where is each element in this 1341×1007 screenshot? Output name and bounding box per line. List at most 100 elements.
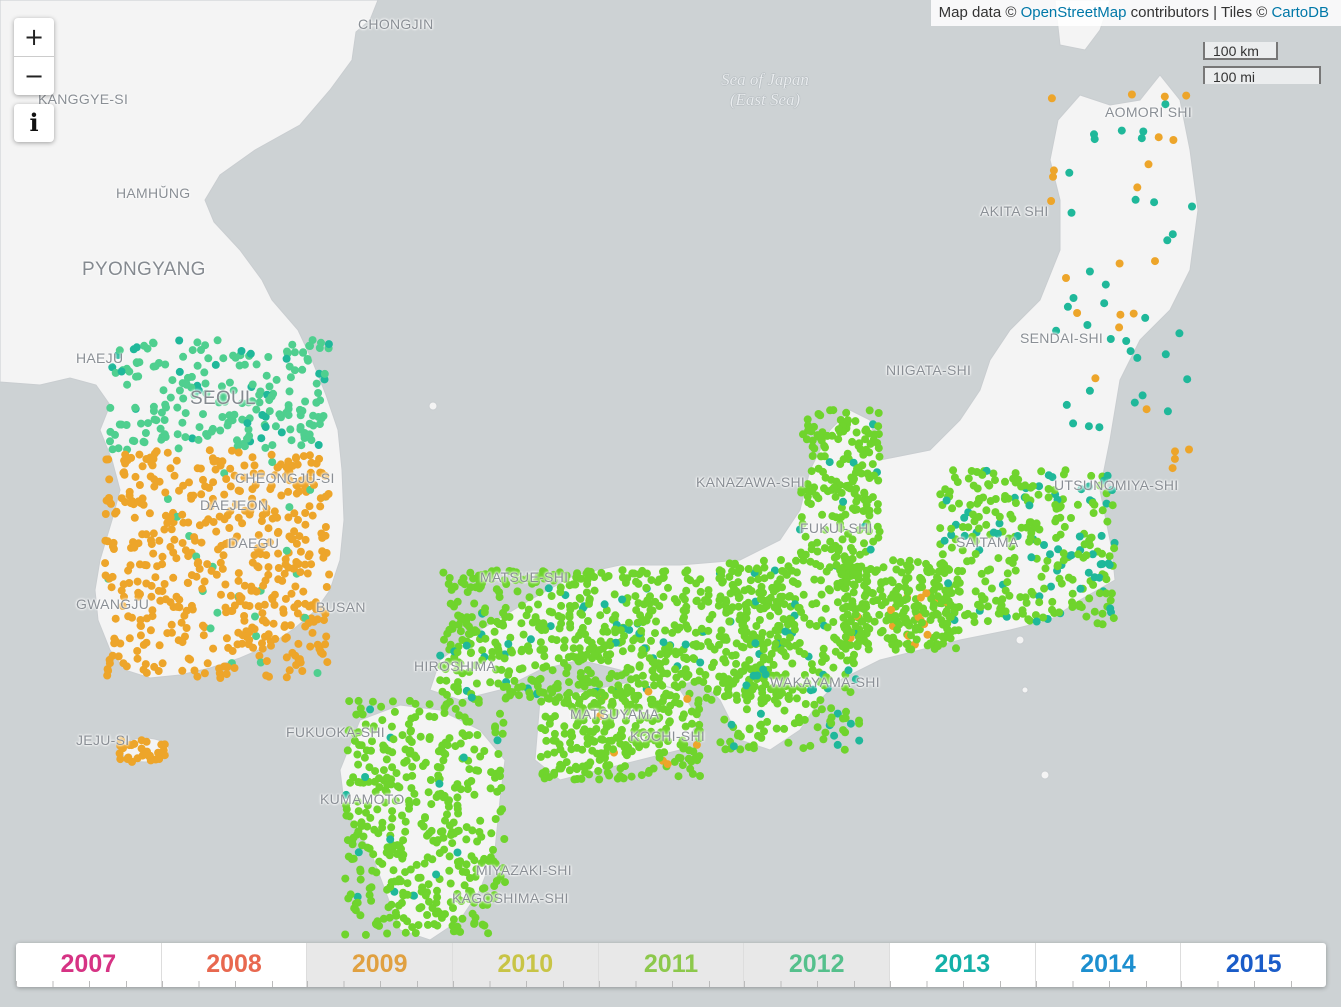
data-point[interactable] xyxy=(725,617,734,626)
data-point[interactable] xyxy=(270,590,279,599)
data-point[interactable] xyxy=(323,658,332,667)
data-point[interactable] xyxy=(273,463,282,472)
data-point[interactable] xyxy=(410,891,418,900)
data-point[interactable] xyxy=(458,698,467,707)
data-point[interactable] xyxy=(808,452,817,460)
data-point[interactable] xyxy=(107,499,115,508)
data-point[interactable] xyxy=(120,592,128,601)
data-point[interactable] xyxy=(200,368,209,377)
data-point[interactable] xyxy=(1137,134,1146,143)
data-point[interactable] xyxy=(490,627,499,636)
data-point[interactable] xyxy=(250,586,259,595)
data-point[interactable] xyxy=(425,829,433,838)
data-point[interactable] xyxy=(1052,533,1061,542)
data-point[interactable] xyxy=(757,699,766,708)
data-point[interactable] xyxy=(284,405,293,413)
data-point[interactable] xyxy=(290,603,299,612)
data-point[interactable] xyxy=(1077,603,1086,612)
data-point[interactable] xyxy=(756,595,765,603)
data-point[interactable] xyxy=(1025,537,1034,546)
data-point[interactable] xyxy=(446,898,455,907)
data-point[interactable] xyxy=(797,513,806,522)
data-point[interactable] xyxy=(440,703,449,712)
data-point[interactable] xyxy=(175,595,184,604)
data-point[interactable] xyxy=(795,718,804,727)
data-point[interactable] xyxy=(501,878,509,887)
data-point[interactable] xyxy=(849,580,858,589)
data-point[interactable] xyxy=(1090,607,1099,616)
data-point[interactable] xyxy=(812,599,821,608)
data-point[interactable] xyxy=(216,674,225,682)
data-point[interactable] xyxy=(178,539,187,547)
data-point[interactable] xyxy=(293,609,302,618)
data-point[interactable] xyxy=(155,536,164,545)
data-point[interactable] xyxy=(531,661,540,670)
data-point[interactable] xyxy=(1048,597,1057,606)
data-point[interactable] xyxy=(104,455,113,464)
data-point[interactable] xyxy=(831,492,840,501)
data-point[interactable] xyxy=(1035,592,1044,601)
data-point[interactable] xyxy=(589,728,598,736)
data-point[interactable] xyxy=(788,685,797,694)
data-point[interactable] xyxy=(627,644,636,653)
data-point[interactable] xyxy=(1105,560,1114,569)
data-point[interactable] xyxy=(213,336,222,345)
data-point[interactable] xyxy=(387,878,396,887)
data-point[interactable] xyxy=(125,367,134,376)
data-point[interactable] xyxy=(358,710,367,719)
data-point[interactable] xyxy=(950,606,959,615)
data-point[interactable] xyxy=(855,719,864,728)
data-point[interactable] xyxy=(248,558,257,567)
data-point[interactable] xyxy=(167,620,176,629)
data-point[interactable] xyxy=(635,570,644,579)
data-point[interactable] xyxy=(421,814,429,822)
data-point[interactable] xyxy=(167,525,176,534)
data-point[interactable] xyxy=(740,628,748,637)
data-point[interactable] xyxy=(640,680,649,689)
data-point[interactable] xyxy=(314,389,323,397)
data-point[interactable] xyxy=(194,435,203,444)
data-point[interactable] xyxy=(415,904,424,913)
data-point[interactable] xyxy=(198,584,207,593)
data-point[interactable] xyxy=(944,579,953,588)
data-point[interactable] xyxy=(1069,419,1078,428)
data-point[interactable] xyxy=(689,640,698,649)
data-point[interactable] xyxy=(1083,321,1092,329)
data-point[interactable] xyxy=(827,704,836,713)
data-point[interactable] xyxy=(574,718,582,727)
data-point[interactable] xyxy=(621,716,630,725)
data-point[interactable] xyxy=(108,651,117,660)
data-point[interactable] xyxy=(181,433,190,442)
data-point[interactable] xyxy=(443,629,452,638)
data-point[interactable] xyxy=(803,480,812,489)
data-point[interactable] xyxy=(240,442,249,451)
data-point[interactable] xyxy=(837,488,846,497)
data-point[interactable] xyxy=(766,630,775,639)
data-point[interactable] xyxy=(230,664,239,672)
data-point[interactable] xyxy=(742,681,751,690)
data-point[interactable] xyxy=(248,380,257,389)
data-point[interactable] xyxy=(436,651,445,660)
data-point[interactable] xyxy=(991,476,999,485)
data-point[interactable] xyxy=(305,602,314,611)
data-point[interactable] xyxy=(179,518,188,527)
data-point[interactable] xyxy=(537,724,546,733)
data-point[interactable] xyxy=(388,807,397,816)
data-point[interactable] xyxy=(547,592,556,600)
data-point[interactable] xyxy=(1102,575,1111,584)
data-point[interactable] xyxy=(320,616,328,625)
data-point[interactable] xyxy=(140,561,149,569)
data-point[interactable] xyxy=(181,409,190,418)
data-point[interactable] xyxy=(682,586,691,595)
data-point[interactable] xyxy=(199,410,207,419)
data-point[interactable] xyxy=(998,595,1007,604)
data-point[interactable] xyxy=(778,592,787,601)
data-point[interactable] xyxy=(441,816,449,825)
data-point[interactable] xyxy=(135,450,144,459)
data-point[interactable] xyxy=(136,616,145,624)
data-point[interactable] xyxy=(518,682,527,691)
data-point[interactable] xyxy=(140,341,149,350)
data-point[interactable] xyxy=(1168,464,1177,473)
data-point[interactable] xyxy=(365,763,374,772)
data-point[interactable] xyxy=(219,354,228,363)
